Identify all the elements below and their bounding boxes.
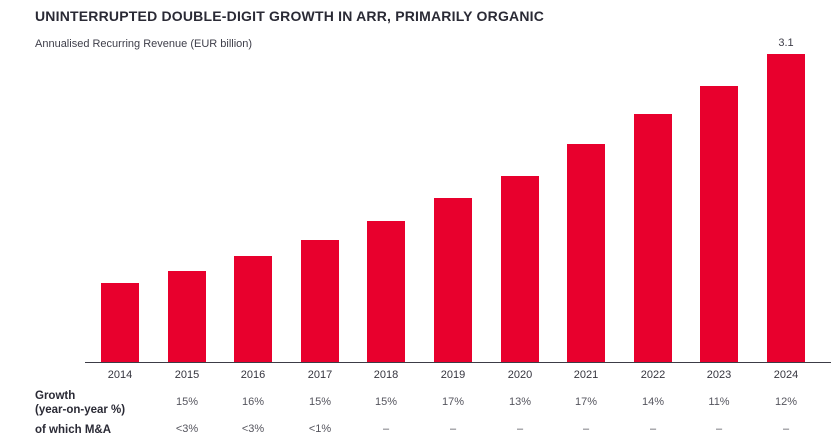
growth-row-label-line1: Growth: [35, 390, 76, 402]
x-tick-2016: 2016: [240, 369, 266, 381]
bar-2024: [767, 54, 805, 362]
x-axis-line: [85, 362, 831, 363]
x-tick-2024: 2024: [773, 369, 799, 381]
mna-value-2022: –: [649, 423, 657, 435]
chart-subtitle: Annualised Recurring Revenue (EUR billio…: [35, 38, 253, 50]
growth-value-2023: 11%: [708, 396, 730, 408]
mna-row-label: of which M&A: [35, 424, 112, 436]
bar-2014: [101, 283, 139, 362]
x-tick-2023: 2023: [706, 369, 732, 381]
growth-value-2024: 12%: [774, 396, 798, 408]
x-tick-2017: 2017: [307, 369, 333, 381]
growth-value-2017: 15%: [308, 396, 332, 408]
x-tick-2020: 2020: [507, 369, 533, 381]
growth-value-2022: 14%: [641, 396, 665, 408]
chart-title: UNINTERRUPTED DOUBLE-DIGIT GROWTH IN ARR…: [35, 8, 545, 24]
x-tick-2015: 2015: [174, 369, 200, 381]
bar-2017: [301, 240, 339, 362]
growth-value-2020: 13%: [508, 396, 532, 408]
bar-2019: [434, 198, 472, 362]
growth-value-2021: 17%: [574, 396, 598, 408]
bar-2021: [567, 144, 605, 362]
mna-value-2015: <3%: [175, 423, 199, 435]
mna-value-2018: –: [382, 423, 390, 435]
bar-2022: [634, 114, 672, 362]
bar-2015: [168, 271, 206, 362]
x-tick-2022: 2022: [640, 369, 666, 381]
mna-value-2019: –: [449, 423, 457, 435]
x-tick-2019: 2019: [440, 369, 466, 381]
mna-value-2020: –: [516, 423, 524, 435]
x-tick-2018: 2018: [373, 369, 399, 381]
growth-value-2015: 15%: [175, 396, 199, 408]
bar-value-label-2024: 3.1: [778, 37, 794, 49]
mna-value-2023: –: [715, 423, 723, 435]
growth-row-label-line2: (year-on-year %): [35, 404, 126, 416]
growth-value-2018: 15%: [374, 396, 398, 408]
mna-value-2024: –: [782, 423, 790, 435]
growth-value-2019: 17%: [441, 396, 465, 408]
mna-value-2016: <3%: [241, 423, 265, 435]
growth-row-label: Growth (year-on-year %): [35, 389, 125, 417]
x-tick-2021: 2021: [573, 369, 599, 381]
bar-2016: [234, 256, 272, 362]
bar-2023: [700, 86, 738, 362]
growth-value-2016: 16%: [241, 396, 265, 408]
bar-2018: [367, 221, 405, 362]
bar-2020: [501, 176, 539, 362]
x-tick-2014: 2014: [107, 369, 133, 381]
mna-value-2021: –: [582, 423, 590, 435]
mna-value-2017: <1%: [308, 423, 332, 435]
